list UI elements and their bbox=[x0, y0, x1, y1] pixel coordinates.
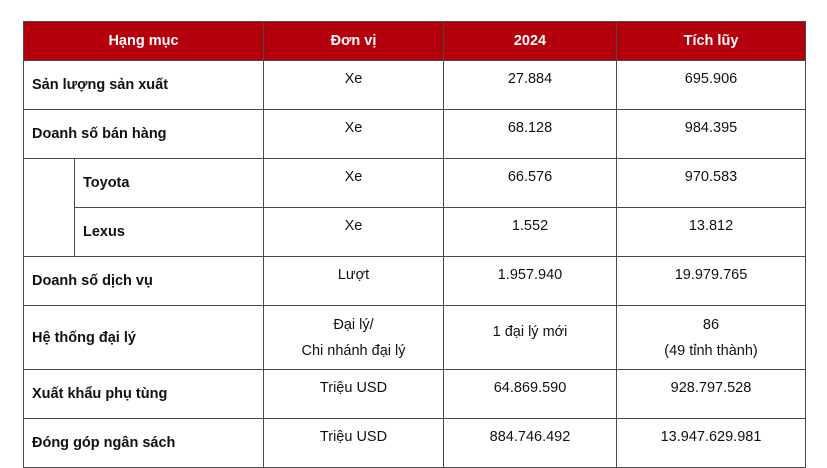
table-row: Xuất khẩu phụ tùng Triệu USD 64.869.590 … bbox=[23, 369, 806, 419]
row-unit: Triệu USD bbox=[263, 418, 444, 468]
row-2024: 27.884 bbox=[443, 60, 617, 110]
header-category: Hạng mục bbox=[23, 21, 264, 61]
table-row: Đóng góp ngân sách Triệu USD 884.746.492… bbox=[23, 418, 806, 468]
row-2024: 1.957.940 bbox=[443, 256, 617, 306]
row-cumulative: 984.395 bbox=[616, 109, 806, 159]
row-unit: Đại lý/ Chi nhánh đại lý bbox=[263, 305, 444, 370]
cumulative-line-1: 86 bbox=[702, 316, 720, 333]
row-label: Toyota bbox=[74, 158, 264, 208]
header-cumulative: Tích lũy bbox=[616, 21, 806, 61]
row-unit: Xe bbox=[263, 158, 444, 208]
cumulative-line-2: (49 tỉnh thành) bbox=[664, 342, 758, 359]
row-cumulative: 928.797.528 bbox=[616, 369, 806, 419]
row-unit: Triệu USD bbox=[263, 369, 444, 419]
row-cumulative: 970.583 bbox=[616, 158, 806, 208]
row-2024-text: 1 đại lý mới bbox=[492, 323, 568, 340]
row-unit: Xe bbox=[263, 109, 444, 159]
unit-line-2: Chi nhánh đại lý bbox=[301, 342, 406, 359]
table-row-sub: Toyota Xe 66.576 970.583 bbox=[23, 158, 806, 257]
table-row: Sản lượng sản xuất Xe 27.884 695.906 bbox=[23, 60, 806, 110]
table-row-sub: Lexus Xe 1.552 13.812 bbox=[24, 207, 806, 257]
row-cumulative: 19.979.765 bbox=[616, 256, 806, 306]
row-unit: Lượt bbox=[263, 256, 444, 306]
row-2024: 64.869.590 bbox=[443, 369, 617, 419]
table-row: Hệ thống đại lý Đại lý/ Chi nhánh đại lý… bbox=[23, 305, 806, 370]
row-2024: 68.128 bbox=[443, 109, 617, 159]
toyota-stats-table: Hạng mục Đơn vị 2024 Tích lũy Sản lượng … bbox=[23, 21, 806, 468]
row-label: Lexus bbox=[74, 207, 264, 257]
row-2024: 66.576 bbox=[443, 158, 617, 208]
row-2024: 1 đại lý mới bbox=[443, 305, 617, 370]
row-label: Doanh số dịch vụ bbox=[23, 256, 264, 306]
row-cumulative: 13.947.629.981 bbox=[616, 418, 806, 468]
row-label: Đóng góp ngân sách bbox=[23, 418, 264, 468]
row-label: Xuất khẩu phụ tùng bbox=[23, 369, 264, 419]
row-label: Sản lượng sản xuất bbox=[23, 60, 264, 110]
row-cumulative: 695.906 bbox=[616, 60, 806, 110]
header-unit: Đơn vị bbox=[263, 21, 444, 61]
table-row: Doanh số dịch vụ Lượt 1.957.940 19.979.7… bbox=[23, 256, 806, 306]
row-2024: 884.746.492 bbox=[443, 418, 617, 468]
row-cumulative: 13.812 bbox=[616, 207, 806, 257]
table-row: Doanh số bán hàng Xe 68.128 984.395 bbox=[23, 109, 806, 159]
row-label: Doanh số bán hàng bbox=[23, 109, 264, 159]
row-cumulative: 86 (49 tỉnh thành) bbox=[616, 305, 806, 370]
header-row: Hạng mục Đơn vị 2024 Tích lũy bbox=[23, 21, 806, 61]
row-unit: Xe bbox=[263, 207, 444, 257]
row-2024: 1.552 bbox=[443, 207, 617, 257]
sub-indent-cell bbox=[23, 158, 75, 257]
header-2024: 2024 bbox=[443, 21, 617, 61]
row-label: Hệ thống đại lý bbox=[23, 305, 264, 370]
unit-line-1: Đại lý/ bbox=[333, 316, 374, 333]
row-unit: Xe bbox=[263, 60, 444, 110]
